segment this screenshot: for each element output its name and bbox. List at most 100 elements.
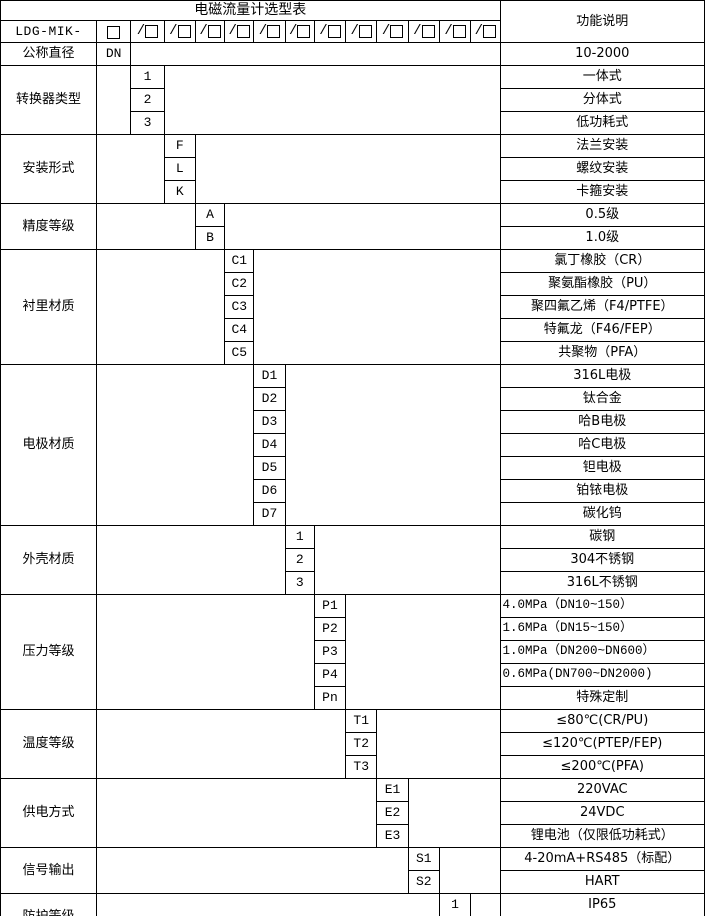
option-code[interactable]: P4: [313, 663, 347, 687]
option-description: 分体式: [499, 88, 705, 112]
option-code[interactable]: T3: [345, 755, 378, 779]
option-code[interactable]: 1: [438, 893, 472, 916]
row-label-4: 精度等级: [0, 203, 97, 250]
option-description: 低功耗式: [499, 111, 705, 135]
option-description: 0.5级: [499, 203, 705, 227]
option-code[interactable]: P3: [313, 640, 347, 664]
option-code[interactable]: D6: [253, 479, 286, 503]
option-code[interactable]: E3: [376, 824, 409, 848]
option-code[interactable]: 2: [130, 88, 165, 112]
option-code[interactable]: D3: [253, 410, 286, 434]
code-placeholder-box: [297, 25, 311, 39]
row-right-filler: [284, 364, 501, 526]
option-code[interactable]: Pn: [313, 686, 347, 710]
code-placeholder-box: [145, 25, 159, 39]
model-code-slot-13[interactable]: /: [470, 20, 501, 43]
model-code-slot-12[interactable]: /: [438, 20, 472, 43]
option-code[interactable]: P2: [313, 617, 347, 641]
code-placeholder-box: [390, 25, 404, 39]
table-row: T3 ≤200℃(PFA): [1, 755, 705, 779]
option-code[interactable]: C3: [224, 295, 255, 319]
option-code[interactable]: E2: [376, 801, 409, 825]
model-code-slot-9[interactable]: /: [345, 20, 378, 43]
table-row: 外壳材质 1 碳钢: [0, 525, 705, 595]
option-description: 氯丁橡胶（CR）: [499, 249, 705, 273]
model-code-slot-1[interactable]: [95, 20, 132, 43]
table-row: E3 锂电池（仅限低功耗式）: [1, 824, 705, 848]
option-code[interactable]: 1: [130, 65, 165, 89]
row-filler: [130, 42, 501, 66]
option-code[interactable]: D1: [253, 364, 286, 388]
option-code[interactable]: 3: [284, 571, 315, 595]
option-description: HART: [499, 870, 705, 894]
option-code[interactable]: S1: [407, 847, 440, 871]
table-title: 电磁流量计选型表: [0, 0, 501, 21]
option-code[interactable]: C1: [224, 249, 255, 273]
row-label-3: 安装形式: [0, 134, 97, 204]
option-code[interactable]: C2: [224, 272, 255, 296]
table-row: 3 低功耗式: [1, 111, 705, 135]
model-code-row: LDG-MIK- / / / / / / / / / / / /: [0, 20, 705, 43]
option-code[interactable]: D4: [253, 433, 286, 457]
row-label-12: 防护等级: [0, 893, 97, 916]
option-code[interactable]: T2: [345, 732, 378, 756]
slash-separator: /: [199, 23, 208, 40]
model-code-slot-3[interactable]: /: [163, 20, 196, 43]
code-placeholder-box: [327, 25, 341, 39]
row-label-10: 供电方式: [0, 778, 97, 848]
option-code[interactable]: C5: [224, 341, 255, 365]
option-code[interactable]: A: [194, 203, 226, 227]
table-row: 电极材质 D1 316L电极: [0, 364, 705, 526]
option-code[interactable]: B: [194, 226, 226, 250]
option-code[interactable]: C4: [224, 318, 255, 342]
table-row: D7 碳化钨: [1, 502, 705, 526]
table-row: L 螺纹安装: [1, 157, 705, 181]
option-description: 1.0级: [499, 226, 705, 250]
table-row: 压力等级 P1 4.0MPa（DN10~150）: [0, 594, 705, 710]
row-label-6: 电极材质: [0, 364, 97, 526]
code-placeholder-box: [207, 25, 221, 39]
option-code[interactable]: L: [163, 157, 196, 181]
table-row: D5 钽电极: [1, 456, 705, 480]
code-placeholder-box: [177, 25, 191, 39]
option-code[interactable]: T1: [345, 709, 378, 733]
option-code[interactable]: D5: [253, 456, 286, 480]
slash-separator: /: [289, 23, 298, 40]
option-description: 1.0MPa（DN200~DN600）: [499, 640, 705, 664]
option-description: 特殊定制: [499, 686, 705, 710]
code-placeholder-box: [483, 25, 497, 39]
option-code[interactable]: F: [163, 134, 196, 158]
row-label-2: 转换器类型: [0, 65, 97, 135]
model-code-slot-8[interactable]: /: [313, 20, 347, 43]
model-code-slot-4[interactable]: /: [194, 20, 226, 43]
option-description: 特氟龙（F46/FEP）: [499, 318, 705, 342]
code-placeholder-box: [421, 25, 435, 39]
slash-separator: /: [444, 23, 453, 40]
row-label-5: 衬里材质: [0, 249, 97, 365]
option-code[interactable]: S2: [407, 870, 440, 894]
code-placeholder-box: [267, 25, 281, 39]
option-code[interactable]: P1: [313, 594, 347, 618]
option-code[interactable]: D7: [253, 502, 286, 526]
option-code[interactable]: 1: [284, 525, 315, 549]
option-code[interactable]: 3: [130, 111, 165, 135]
row-right-filler: [376, 709, 501, 779]
row-left-filler: [95, 65, 132, 135]
model-code-slot-6[interactable]: /: [253, 20, 286, 43]
model-code-slot-11[interactable]: /: [407, 20, 440, 43]
option-code[interactable]: D2: [253, 387, 286, 411]
table-row: P3 1.0MPa（DN200~DN600）: [1, 640, 705, 664]
row-left-filler: [95, 893, 440, 916]
row-label-8: 压力等级: [0, 594, 97, 710]
model-code-slot-10[interactable]: /: [376, 20, 409, 43]
row-left-filler: [95, 709, 347, 779]
option-code[interactable]: E1: [376, 778, 409, 802]
row-left-filler: [95, 134, 165, 204]
row-left-filler: [95, 364, 255, 526]
option-code[interactable]: 2: [284, 548, 315, 572]
model-code-slot-5[interactable]: /: [224, 20, 255, 43]
option-code[interactable]: K: [163, 180, 196, 204]
model-code-slot-2[interactable]: /: [130, 20, 165, 43]
model-code-slot-7[interactable]: /: [284, 20, 315, 43]
slash-separator: /: [136, 23, 146, 40]
